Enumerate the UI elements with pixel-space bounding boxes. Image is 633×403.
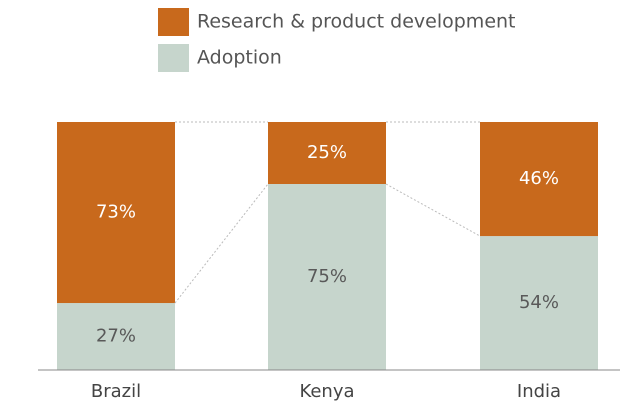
bar-segment [57, 122, 175, 304]
legend-label: Research & product development [197, 11, 516, 33]
connector [174, 183, 269, 304]
bar-segment [268, 122, 386, 184]
x-tick-label: Kenya [299, 381, 354, 402]
x-tick-label: Brazil [91, 381, 141, 402]
data-label: 46% [519, 168, 559, 189]
connector [385, 183, 481, 237]
legend-swatch [158, 44, 189, 72]
legend-label: Adoption [197, 47, 282, 69]
bar-segment [480, 122, 598, 237]
x-tick-label: India [517, 381, 561, 402]
data-label: 54% [519, 292, 559, 313]
data-label: 73% [96, 202, 136, 223]
bar-segment [57, 303, 175, 370]
legend-swatch [158, 8, 189, 36]
data-label: 75% [307, 266, 347, 287]
data-label: 25% [307, 142, 347, 163]
data-label: 27% [96, 326, 136, 347]
bar-segment [480, 236, 598, 370]
bar-segment [268, 184, 386, 370]
